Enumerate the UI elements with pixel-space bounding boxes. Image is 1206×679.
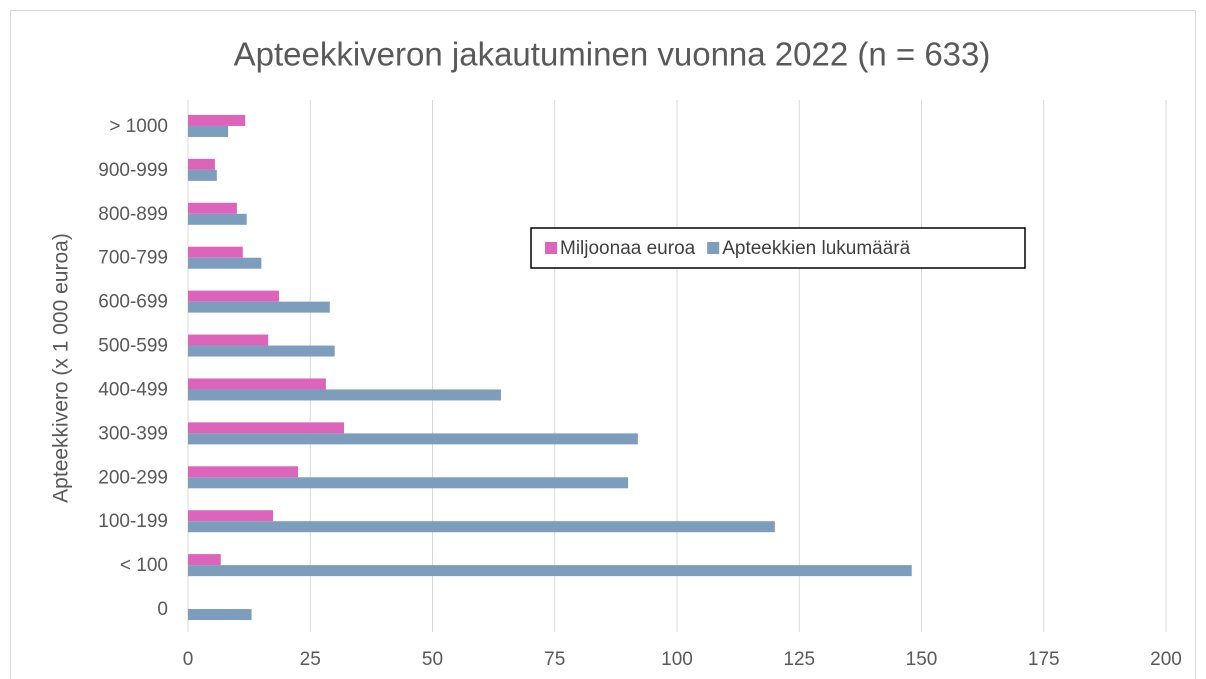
y-tick-label: 900-999 xyxy=(98,160,168,181)
y-tick-label: 300-399 xyxy=(98,423,168,444)
bar xyxy=(188,125,229,137)
x-tick-label: 0 xyxy=(183,649,194,670)
bar xyxy=(188,422,344,434)
x-tick-label: 150 xyxy=(906,649,938,670)
legend: Miljoonaa euroa Apteekkien lukumäärä xyxy=(530,227,1026,269)
bar xyxy=(188,565,912,577)
bar xyxy=(188,301,330,313)
bar xyxy=(188,521,775,533)
bar xyxy=(188,290,279,302)
y-tick-label: 800-899 xyxy=(98,204,168,225)
bar xyxy=(188,466,299,478)
y-tick-label: 400-499 xyxy=(98,379,168,400)
x-tick-label: 75 xyxy=(544,649,565,670)
bar xyxy=(188,378,326,390)
bar xyxy=(188,246,243,258)
bar xyxy=(188,257,262,269)
bar xyxy=(188,158,215,170)
bar xyxy=(188,609,252,621)
y-tick-label: < 100 xyxy=(120,555,168,576)
y-axis-label: Apteekkivero (x 1 000 euroa) xyxy=(50,233,73,503)
y-tick-label: 700-799 xyxy=(98,248,168,269)
x-tick-label: 175 xyxy=(1028,649,1060,670)
x-tick-label: 200 xyxy=(1150,649,1182,670)
x-tick-label: 50 xyxy=(422,649,443,670)
legend-label: Apteekkien lukumäärä xyxy=(722,238,910,259)
x-tick-label: 125 xyxy=(783,649,815,670)
bar xyxy=(188,169,217,181)
bar xyxy=(188,510,274,522)
legend-box xyxy=(530,227,1026,269)
y-tick-label: 100-199 xyxy=(98,511,168,532)
y-tick-label: 500-599 xyxy=(98,336,168,357)
y-tick-label: > 1000 xyxy=(109,116,168,137)
y-tick-label: 600-699 xyxy=(98,292,168,313)
y-tick-label: 200-299 xyxy=(98,467,168,488)
bar xyxy=(188,389,501,401)
legend-label: Miljoonaa euroa xyxy=(560,238,696,259)
bar xyxy=(188,554,221,566)
bar xyxy=(188,202,237,214)
legend-swatch xyxy=(707,242,720,254)
x-tick-label: 25 xyxy=(300,649,321,670)
y-tick-label: 0 xyxy=(157,599,168,620)
bar xyxy=(188,433,638,445)
legend-swatch xyxy=(545,242,557,254)
chart-title: Apteekkiveron jakautuminen vuonna 2022 (… xyxy=(234,36,991,73)
x-tick-label: 100 xyxy=(661,649,693,670)
bar xyxy=(188,114,246,126)
bar xyxy=(188,213,247,225)
bar xyxy=(188,345,335,357)
bar xyxy=(188,477,629,489)
bar xyxy=(188,334,269,346)
